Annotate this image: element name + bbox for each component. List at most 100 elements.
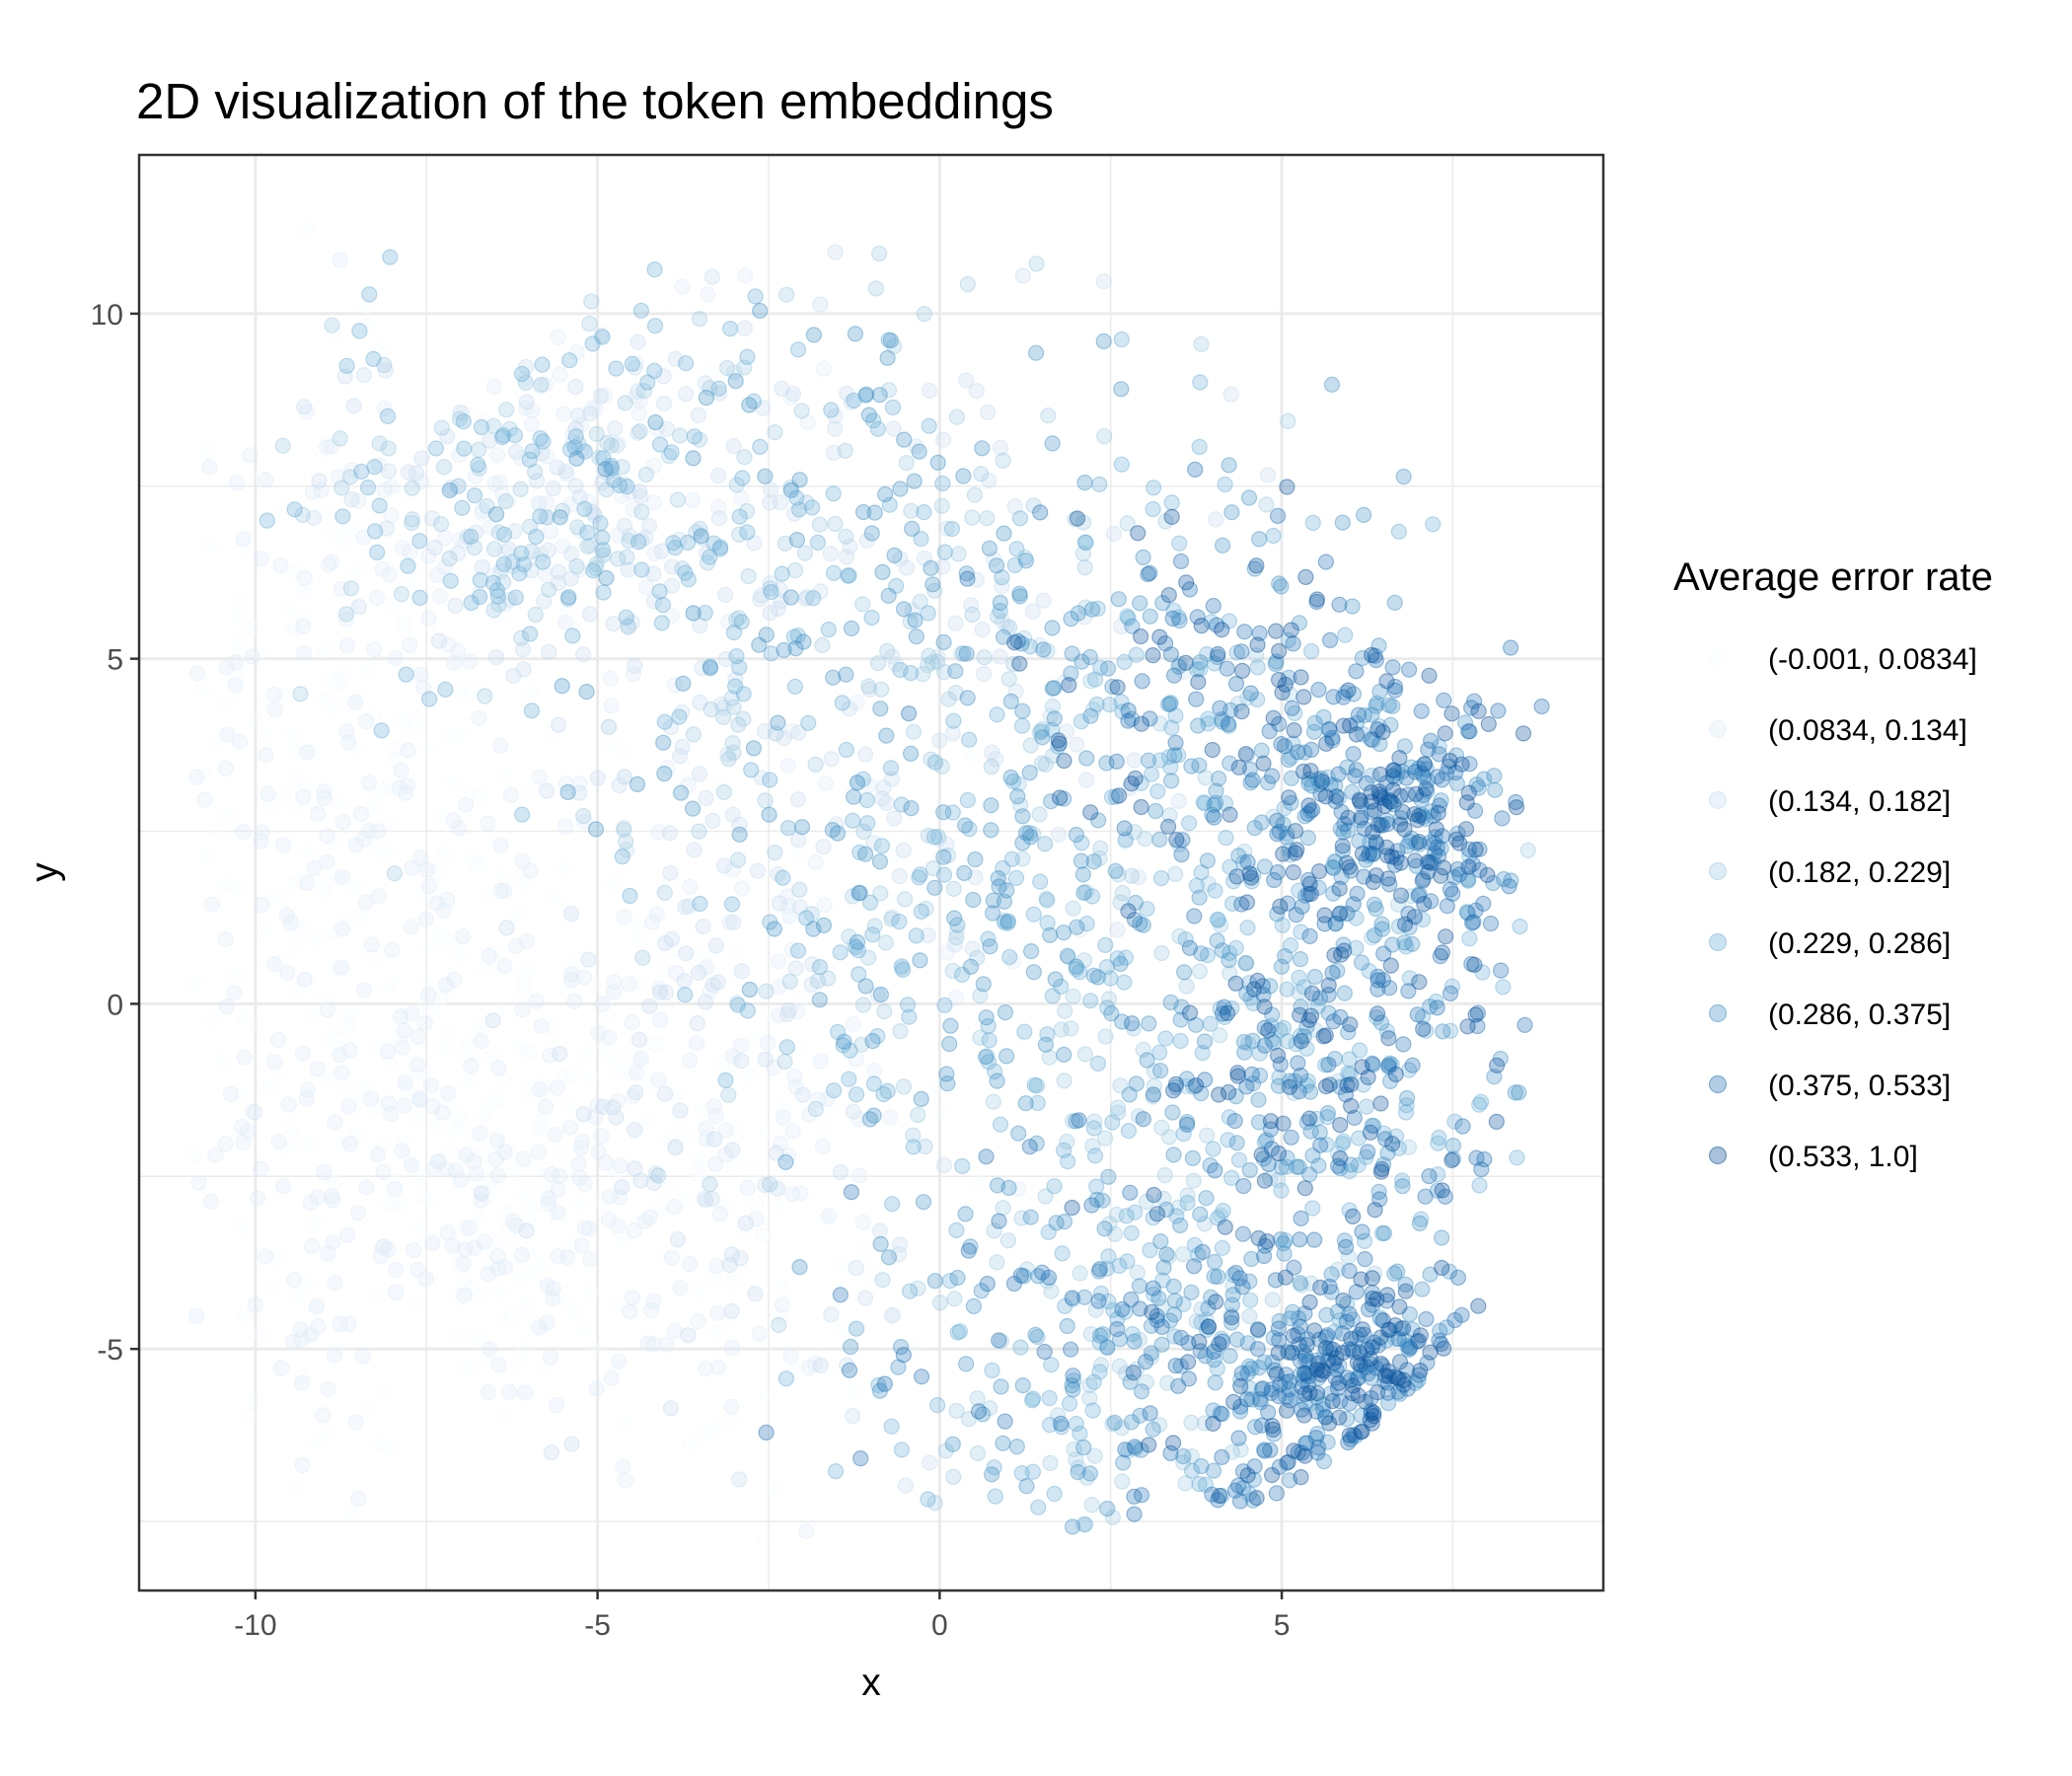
scatter-point <box>1256 1354 1273 1370</box>
scatter-point <box>244 648 260 665</box>
scatter-point <box>1352 812 1369 829</box>
scatter-point <box>1332 1008 1349 1026</box>
scatter-point <box>444 1237 461 1254</box>
scatter-point <box>1200 1299 1217 1317</box>
scatter-point <box>777 973 793 991</box>
scatter-point <box>724 734 741 752</box>
scatter-point <box>906 473 923 489</box>
scatter-point <box>1041 1049 1058 1066</box>
scatter-point <box>1210 912 1226 928</box>
scatter-point <box>959 690 976 706</box>
scatter-point <box>1469 1017 1486 1035</box>
scatter-point <box>1140 565 1156 583</box>
scatter-point <box>517 374 534 391</box>
scatter-point <box>471 460 487 477</box>
scatter-point <box>825 1082 843 1099</box>
scatter-point <box>407 1295 424 1312</box>
scatter-point <box>615 1234 631 1251</box>
scatter-point <box>1365 846 1381 862</box>
scatter-point <box>1416 756 1433 773</box>
scatter-point <box>884 1306 902 1324</box>
scatter-point <box>505 667 522 684</box>
scatter-point <box>358 297 375 315</box>
scatter-point <box>1205 1402 1221 1419</box>
scatter-point <box>555 406 572 422</box>
scatter-point <box>1341 1051 1358 1068</box>
scatter-point <box>1341 1202 1358 1219</box>
scatter-point <box>385 1197 402 1214</box>
scatter-point <box>1401 970 1418 987</box>
scatter-point <box>1223 895 1241 913</box>
scatter-point <box>1241 1273 1258 1290</box>
scatter-point <box>1210 1492 1226 1509</box>
scatter-point <box>975 665 993 683</box>
scatter-point <box>948 1221 965 1239</box>
scatter-point <box>437 846 454 862</box>
scatter-point <box>1283 794 1299 811</box>
scatter-point <box>334 508 351 525</box>
scatter-point <box>334 921 351 937</box>
scatter-point <box>343 462 360 479</box>
scatter-point <box>327 1275 343 1292</box>
scatter-point <box>194 681 211 698</box>
scatter-point <box>1436 692 1452 708</box>
scatter-point <box>1444 1137 1462 1154</box>
scatter-point <box>1314 1396 1332 1413</box>
scatter-point <box>296 569 313 586</box>
scatter-point <box>1124 618 1141 634</box>
scatter-point <box>682 878 699 895</box>
scatter-point <box>571 775 588 792</box>
scatter-point <box>1291 882 1307 899</box>
scatter-point <box>463 682 480 699</box>
scatter-point <box>1359 1342 1375 1359</box>
scatter-point <box>516 370 533 387</box>
scatter-point <box>945 712 962 729</box>
scatter-point <box>603 698 620 714</box>
scatter-point <box>1213 1330 1230 1347</box>
scatter-point <box>447 1244 464 1261</box>
scatter-point <box>1037 756 1054 773</box>
scatter-point <box>1509 1149 1525 1166</box>
scatter-point <box>1291 1158 1307 1175</box>
scatter-point <box>837 442 853 459</box>
scatter-point <box>1172 553 1190 570</box>
scatter-point <box>1474 964 1491 981</box>
scatter-point <box>947 663 964 680</box>
scatter-point <box>1153 944 1170 962</box>
scatter-point <box>962 958 980 975</box>
scatter-point <box>1229 1477 1247 1494</box>
scatter-point <box>1011 510 1029 527</box>
scatter-point <box>1100 991 1118 1007</box>
scatter-point <box>1408 857 1425 875</box>
scatter-point <box>969 1444 987 1462</box>
scatter-point <box>1379 816 1396 833</box>
scatter-point <box>1442 881 1459 898</box>
scatter-point <box>1249 659 1266 676</box>
scatter-point <box>1082 804 1099 821</box>
scatter-point <box>1186 908 1203 925</box>
scatter-point <box>784 1186 801 1203</box>
scatter-point <box>1430 1135 1446 1151</box>
scatter-point <box>1113 618 1130 634</box>
scatter-point <box>872 1235 889 1253</box>
scatter-point <box>1044 698 1062 715</box>
scatter-point <box>778 1039 795 1056</box>
scatter-point <box>1250 1322 1267 1339</box>
scatter-point <box>326 1347 342 1364</box>
scatter-point <box>568 344 585 361</box>
scatter-point <box>801 1106 818 1124</box>
scatter-point <box>786 678 804 695</box>
scatter-point <box>1460 784 1477 801</box>
scatter-point <box>1244 1492 1262 1509</box>
scatter-point <box>1034 729 1051 746</box>
scatter-point <box>268 888 285 905</box>
scatter-point <box>368 589 385 607</box>
scatter-point <box>653 878 671 895</box>
scatter-point <box>371 457 388 474</box>
scatter-point <box>1271 1376 1289 1393</box>
scatter-point <box>1454 1118 1471 1135</box>
scatter-point <box>1238 747 1256 764</box>
scatter-point <box>1386 856 1404 873</box>
scatter-point <box>1059 1152 1076 1170</box>
scatter-point <box>462 784 479 801</box>
